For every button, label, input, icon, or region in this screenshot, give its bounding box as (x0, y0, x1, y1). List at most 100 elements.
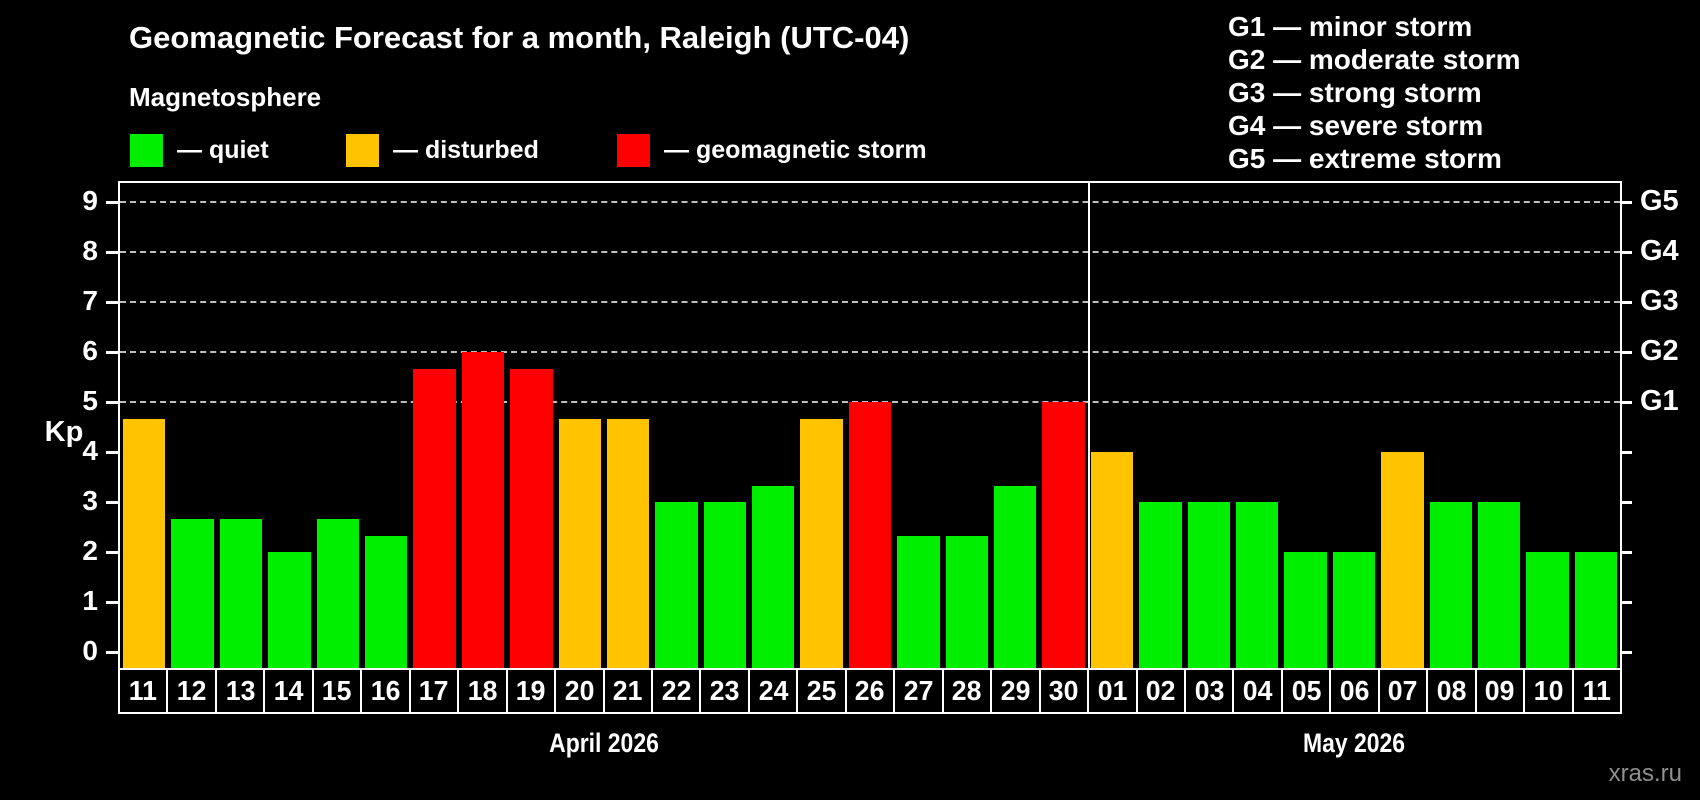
legend-item-disturbed: — disturbed (346, 132, 539, 168)
day-label: 09 (1474, 668, 1526, 714)
kp-bar (703, 502, 747, 668)
left-axis-tick (106, 201, 118, 204)
left-axis-tick (106, 351, 118, 354)
right-axis-tick (1620, 401, 1632, 404)
g-scale-legend-line: G3 — strong storm (1228, 77, 1482, 108)
g-scale-legend-line: G2 — moderate storm (1228, 44, 1521, 75)
day-label-text: 08 (1436, 675, 1467, 706)
day-label-text: 22 (661, 675, 692, 706)
left-axis-tick (106, 601, 118, 604)
bar-column (314, 183, 362, 668)
day-label-text: 15 (322, 675, 352, 706)
day-label-text: 26 (855, 675, 885, 706)
y-tick-label: 1 (82, 585, 98, 616)
bar-column (749, 183, 797, 668)
right-axis-tick (1620, 601, 1632, 604)
kp-bar (1332, 552, 1376, 668)
kp-bar (752, 485, 795, 668)
legend-item-quiet: — quiet (130, 132, 269, 168)
day-label-text: 05 (1291, 675, 1321, 706)
g-level-label: G1 (1640, 385, 1679, 417)
left-axis-tick (106, 501, 118, 504)
kp-bar (800, 418, 843, 668)
day-label: 21 (602, 668, 653, 714)
kp-bar (171, 518, 214, 668)
day-label: 11 (1571, 668, 1623, 714)
day-label: 16 (360, 668, 411, 714)
day-label: 29 (990, 668, 1041, 714)
day-label-text: 19 (516, 675, 546, 706)
day-label: 24 (747, 668, 799, 714)
day-label-text: 03 (1194, 675, 1224, 706)
day-label-text: 07 (1388, 675, 1418, 706)
kp-bar (364, 535, 408, 668)
day-label-text: 30 (1049, 675, 1079, 706)
day-label: 04 (1232, 668, 1283, 714)
day-label: 23 (699, 668, 750, 714)
kp-bar (1090, 452, 1134, 668)
bar-column (652, 183, 700, 668)
chart-title: Geomagnetic Forecast for a month, Raleig… (129, 20, 910, 55)
legend-label: — quiet (177, 135, 269, 164)
month-label: April 2026 (549, 728, 659, 758)
day-label-text: 23 (709, 675, 740, 706)
kp-bar (1284, 552, 1327, 668)
left-axis-tick (106, 651, 118, 654)
g-level-label: G2 (1640, 335, 1679, 367)
kp-bar (316, 518, 359, 668)
day-label-text: 04 (1242, 675, 1273, 706)
right-axis-tick (1620, 551, 1632, 554)
left-axis-tick (106, 451, 118, 454)
bar-column (991, 183, 1039, 668)
right-axis-tick (1620, 351, 1632, 354)
day-label: 25 (796, 668, 847, 714)
bar-column (1378, 183, 1426, 668)
left-axis-tick (106, 301, 118, 304)
month-divider (1087, 183, 1090, 668)
g-level-label: G4 (1640, 235, 1679, 267)
y-tick-label: 4 (82, 435, 98, 466)
kp-bar (897, 535, 940, 668)
day-label: 13 (214, 668, 266, 714)
bar-column (217, 183, 265, 668)
legend-label: — disturbed (393, 135, 539, 164)
day-label: 15 (311, 668, 363, 714)
legend-label: — geomagnetic storm (664, 135, 927, 164)
day-label-text: 01 (1097, 675, 1128, 706)
day-label: 18 (457, 668, 508, 714)
legend-item-storm: — geomagnetic storm (617, 132, 927, 168)
day-label: 03 (1183, 668, 1235, 714)
day-label: 14 (263, 668, 314, 714)
day-label: 06 (1329, 668, 1380, 714)
day-label: 10 (1523, 668, 1574, 714)
bar-column (459, 183, 507, 668)
kp-bar (606, 418, 650, 668)
bar-column (410, 183, 458, 668)
day-label: 01 (1087, 668, 1138, 714)
day-label-text: 09 (1485, 675, 1515, 706)
month-label: May 2026 (1302, 728, 1405, 758)
day-label-text: 12 (176, 675, 207, 706)
day-label: 30 (1038, 668, 1090, 714)
g-scale-legend-line: G1 — minor storm (1228, 11, 1473, 42)
kp-bar (1429, 502, 1472, 668)
day-label-text: 11 (1582, 675, 1611, 706)
right-axis-tick (1620, 451, 1632, 454)
kp-bar (268, 552, 311, 668)
kp-bar (510, 368, 553, 668)
day-label: 17 (408, 668, 460, 714)
day-label: 22 (650, 668, 702, 714)
bar-column (265, 183, 313, 668)
day-label: 11 (118, 668, 169, 714)
day-label-text: 16 (370, 675, 401, 706)
day-label-text: 27 (903, 675, 934, 706)
y-tick-label: 7 (82, 285, 98, 316)
kp-bar (994, 485, 1037, 668)
storm-swatch (617, 133, 650, 167)
g-level-label: G5 (1640, 185, 1679, 217)
day-label-text: 25 (806, 675, 837, 706)
bar-column (556, 183, 604, 668)
day-label-text: 24 (758, 675, 788, 706)
watermark: xras.ru (1608, 760, 1682, 787)
